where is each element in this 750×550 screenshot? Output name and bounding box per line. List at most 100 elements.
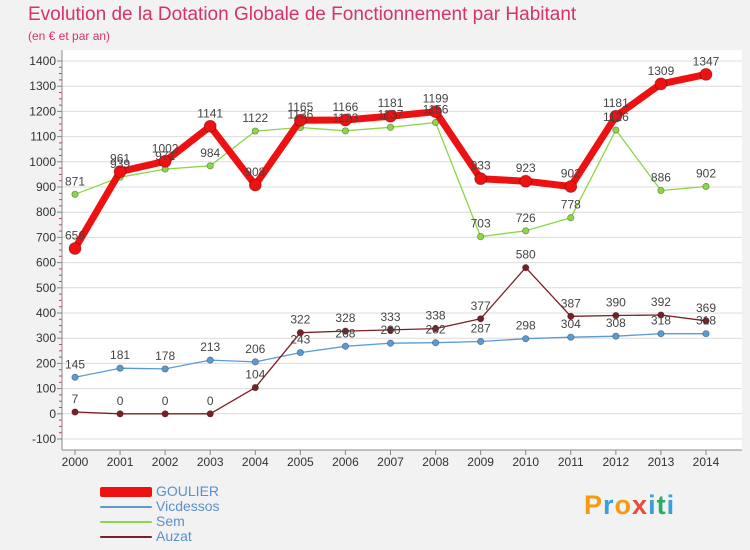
- data-label-sem: 871: [65, 174, 85, 188]
- data-point-auzat: [612, 311, 620, 320]
- x-tick-label: 2002: [152, 455, 179, 469]
- data-point-sem: [522, 227, 530, 235]
- y-tick-label: 600: [36, 256, 56, 270]
- y-tick-label: 0: [49, 407, 56, 421]
- data-label-vicdessos: 145: [65, 357, 85, 371]
- y-tick-label: 300: [36, 331, 56, 345]
- data-point-vicdessos: [657, 330, 665, 338]
- data-label-vicdessos: 268: [335, 326, 355, 340]
- x-tick-label: 2000: [62, 455, 89, 469]
- data-point-auzat: [431, 325, 440, 333]
- data-label-sem: 1122: [242, 111, 268, 125]
- data-point-vicdessos: [386, 339, 395, 347]
- y-tick-label: 1200: [29, 104, 56, 118]
- data-label-vicdessos: 282: [426, 323, 446, 337]
- data-label-auzat: 580: [516, 248, 536, 262]
- data-label-goulier: 902: [561, 166, 581, 180]
- data-point-auzat: [206, 410, 214, 418]
- data-label-sem: 1156: [423, 102, 449, 116]
- data-label-sem: 939: [110, 157, 130, 171]
- data-point-auzat: [116, 410, 124, 418]
- y-tick-label: 1000: [29, 155, 56, 169]
- y-tick-label: 800: [36, 205, 56, 219]
- data-point-vicdessos: [296, 348, 304, 357]
- data-label-auzat: 104: [245, 368, 265, 382]
- data-point-sem: [567, 214, 575, 222]
- data-point-auzat: [477, 315, 485, 323]
- data-label-auzat: 387: [561, 296, 581, 310]
- data-label-auzat: 333: [380, 310, 400, 324]
- data-label-goulier: 1347: [693, 54, 720, 68]
- data-point-goulier: [429, 105, 442, 119]
- x-tick-label: 2001: [107, 455, 134, 469]
- data-label-vicdessos: 181: [110, 348, 130, 362]
- data-point-goulier: [248, 178, 262, 192]
- data-point-auzat: [341, 327, 350, 335]
- data-point-goulier: [203, 119, 217, 133]
- proxiti-logo: Proxiti: [584, 490, 675, 521]
- legend-item-vicdessos: Vicdessos: [100, 499, 300, 514]
- data-point-sem: [386, 123, 395, 131]
- data-label-goulier: 1141: [197, 106, 223, 120]
- data-point-vicdessos: [612, 332, 620, 340]
- data-label-sem: 1137: [378, 107, 404, 121]
- data-label-vicdessos: 308: [606, 316, 626, 330]
- data-point-auzat: [161, 410, 169, 418]
- data-label-sem: 1123: [333, 111, 359, 125]
- logo-letter: o: [614, 490, 633, 520]
- x-tick-label: 2004: [242, 455, 269, 469]
- data-point-vicdessos: [71, 373, 79, 381]
- legend-label: Vicdessos: [156, 498, 220, 514]
- logo-letter: x: [632, 490, 649, 520]
- legend-swatch: [100, 487, 152, 497]
- data-label-vicdessos: 178: [155, 349, 175, 363]
- data-point-vicdessos: [567, 333, 575, 341]
- data-point-goulier: [339, 113, 352, 127]
- legend-label: GOULIER: [156, 483, 220, 499]
- data-label-auzat: 7: [72, 392, 79, 406]
- data-label-vicdessos: 213: [200, 340, 220, 354]
- data-point-vicdessos: [206, 356, 214, 364]
- data-label-goulier: 1166: [333, 100, 359, 114]
- data-point-auzat: [296, 329, 304, 337]
- legend-label: Auzat: [156, 528, 192, 544]
- data-point-auzat: [702, 317, 710, 325]
- y-tick-label: 200: [36, 356, 56, 370]
- x-tick-label: 2005: [287, 455, 314, 469]
- data-point-auzat: [386, 326, 395, 334]
- data-label-goulier: 1165: [287, 100, 313, 114]
- data-label-goulier: 1309: [648, 64, 675, 78]
- data-label-sem: 1136: [287, 108, 313, 122]
- y-tick-label: 900: [36, 180, 56, 194]
- data-point-goulier: [384, 109, 397, 123]
- logo-letter: i: [648, 490, 657, 520]
- data-point-auzat: [71, 408, 79, 416]
- data-label-vicdessos: 318: [696, 314, 716, 328]
- data-point-goulier: [113, 165, 127, 179]
- data-label-vicdessos: 304: [561, 317, 581, 331]
- data-label-sem: 726: [516, 211, 536, 225]
- data-point-sem: [477, 233, 485, 241]
- data-label-goulier: 933: [471, 159, 491, 173]
- data-label-vicdessos: 287: [471, 321, 491, 335]
- x-tick-label: 2003: [197, 455, 224, 469]
- data-label-auzat: 369: [696, 301, 716, 315]
- y-tick-label: 700: [36, 230, 56, 244]
- data-label-vicdessos: 298: [516, 319, 536, 333]
- data-label-vicdessos: 280: [380, 323, 400, 337]
- data-label-goulier: 656: [65, 228, 85, 242]
- data-point-vicdessos: [522, 335, 530, 343]
- legend-item-sem: Sem: [100, 514, 300, 529]
- data-label-goulier: 1181: [603, 96, 629, 110]
- data-label-auzat: 338: [426, 309, 446, 323]
- data-label-auzat: 392: [651, 295, 671, 309]
- data-point-vicdessos: [251, 358, 259, 366]
- data-point-sem: [251, 127, 259, 135]
- data-label-goulier: 961: [110, 152, 130, 166]
- data-point-goulier: [519, 174, 533, 188]
- logo-letter: i: [666, 490, 676, 520]
- data-point-vicdessos: [431, 339, 440, 347]
- data-point-goulier: [654, 77, 668, 91]
- legend-swatch: [100, 536, 152, 538]
